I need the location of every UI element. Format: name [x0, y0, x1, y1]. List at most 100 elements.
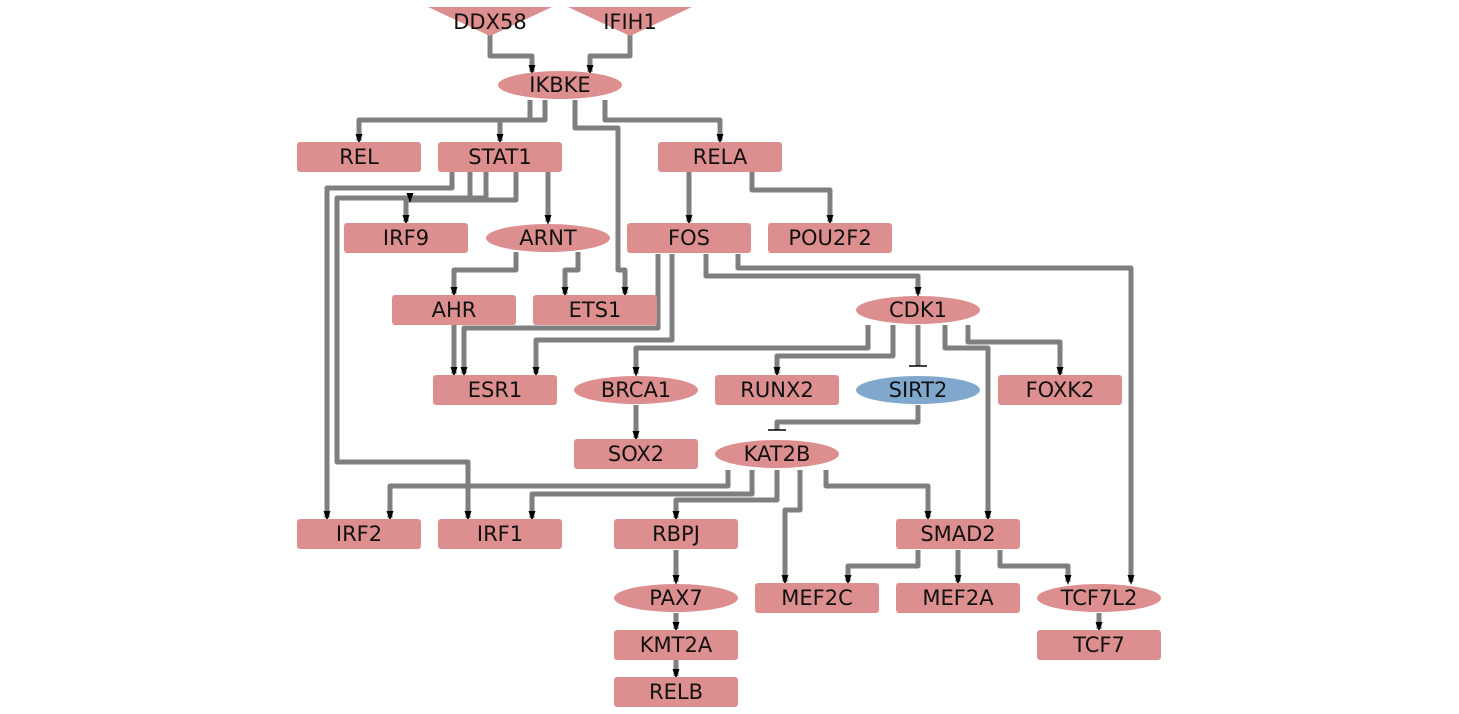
node-ifih1[interactable]: IFIH1: [568, 7, 692, 36]
node-kat2b[interactable]: KAT2B: [715, 440, 839, 468]
node-tcf7-label: TCF7: [1072, 633, 1125, 657]
node-relb-label: RELB: [649, 680, 703, 704]
edge-fos-to-esr1-alt-arrowhead: [532, 367, 540, 377]
edge-rela-to-pou2f2: [749, 172, 833, 222]
edge-ikbke-to-stat1-arrowhead: [496, 134, 504, 144]
node-rela[interactable]: RELA: [658, 142, 782, 172]
node-rel[interactable]: REL: [297, 142, 421, 172]
node-foxk2-label: FOXK2: [1026, 378, 1095, 402]
edge-kat2b-to-irf1: [529, 470, 755, 518]
node-rela-label: RELA: [693, 145, 748, 169]
edge-kat2b-to-irf2-arrowhead: [386, 511, 394, 521]
node-kmt2a[interactable]: KMT2A: [614, 630, 738, 660]
node-ets1-label: ETS1: [569, 298, 622, 322]
edge-ikbke-to-ets1: [572, 100, 628, 294]
edge-cdk1-to-runx2-arrowhead: [773, 367, 781, 377]
node-kat2b-shape: [715, 440, 839, 468]
node-smad2-label: SMAD2: [920, 522, 995, 546]
edge-kat2b-to-mef2c: [782, 470, 803, 582]
node-arnt-shape: [486, 224, 610, 252]
edge-smad2-to-mef2a-arrowhead: [954, 575, 962, 585]
edge-ifih1-to-ikbke-arrowhead: [586, 65, 594, 75]
node-cdk1[interactable]: CDK1: [856, 296, 980, 324]
edge-smad2-to-mef2c: [845, 550, 921, 582]
edge-ahr-to-esr1-arrowhead: [450, 367, 458, 377]
node-stat1[interactable]: STAT1: [438, 142, 562, 172]
node-pou2f2[interactable]: POU2F2: [768, 223, 892, 253]
node-pax7-label: PAX7: [649, 586, 702, 610]
edge-fos-to-cdk1: [703, 254, 921, 294]
node-rbpj[interactable]: RBPJ: [614, 519, 738, 549]
node-ddx58[interactable]: DDX58: [428, 7, 552, 36]
edge-kat2b-to-smad2-arrowhead: [924, 511, 932, 521]
node-ikbke-label: IKBKE: [529, 73, 590, 97]
node-esr1[interactable]: ESR1: [433, 375, 557, 405]
edge-stat1-to-irf1-alt: [410, 172, 519, 203]
edge-kat2b-to-rbpj-arrowhead: [672, 511, 680, 521]
node-fos[interactable]: FOS: [627, 223, 751, 253]
node-mef2a-label: MEF2A: [922, 586, 994, 610]
node-irf9-shape: [344, 223, 468, 253]
edge-stat1-to-irf1-alt-arrowhead: [406, 193, 414, 203]
edge-ddx58-to-ikbke-arrowhead: [528, 65, 536, 75]
node-sox2[interactable]: SOX2: [574, 439, 698, 469]
edge-stat1-to-arnt-arrowhead: [544, 215, 552, 225]
node-mef2a[interactable]: MEF2A: [896, 583, 1020, 613]
edge-smad2-to-tcf7l2-arrowhead: [1064, 575, 1072, 585]
node-smad2-shape: [896, 519, 1020, 549]
node-irf1-label: IRF1: [477, 522, 523, 546]
edge-cdk1-to-foxk2-arrowhead: [1056, 367, 1064, 377]
node-mef2c[interactable]: MEF2C: [755, 583, 879, 613]
edge-tcf7l2-to-tcf7-arrowhead: [1095, 622, 1103, 632]
edge-cdk1-to-brca1: [633, 325, 871, 374]
node-ifih1-shape: [568, 7, 692, 36]
node-ddx58-label: DDX58: [453, 10, 526, 34]
node-tcf7l2[interactable]: TCF7L2: [1037, 584, 1161, 612]
edge-kat2b-to-irf1-arrowhead: [528, 511, 536, 521]
node-brca1-label: BRCA1: [601, 378, 671, 402]
node-sirt2[interactable]: SIRT2: [856, 376, 980, 404]
edge-arnt-to-ahr: [451, 252, 519, 294]
node-irf2[interactable]: IRF2: [297, 519, 421, 549]
edge-cdk1-to-smad2-arrowhead: [984, 511, 992, 521]
edge-arnt-to-ets1-arrowhead: [561, 287, 569, 297]
node-ets1[interactable]: ETS1: [533, 295, 657, 325]
node-tcf7l2-shape: [1037, 584, 1161, 612]
node-tcf7[interactable]: TCF7: [1037, 630, 1161, 660]
edge-fos-to-esr1: [461, 254, 661, 374]
node-runx2-label: RUNX2: [740, 378, 813, 402]
edge-fos-to-esr1-alt: [533, 254, 675, 374]
edge-arnt-to-ets1: [562, 252, 581, 294]
edge-kmt2a-to-relb-arrowhead: [672, 669, 680, 679]
node-ikbke[interactable]: IKBKE: [498, 71, 622, 99]
node-irf9[interactable]: IRF9: [344, 223, 468, 253]
node-brca1[interactable]: BRCA1: [574, 376, 698, 404]
node-sirt2-label: SIRT2: [889, 378, 948, 402]
node-foxk2[interactable]: FOXK2: [998, 375, 1122, 405]
node-irf2-shape: [297, 519, 421, 549]
node-runx2[interactable]: RUNX2: [715, 375, 839, 405]
edge-fos-to-esr1-arrowhead: [460, 367, 468, 377]
node-arnt-label: ARNT: [519, 226, 577, 250]
node-cdk1-shape: [856, 296, 980, 324]
node-rel-shape: [297, 142, 421, 172]
node-arnt[interactable]: ARNT: [486, 224, 610, 252]
edge-stat1-to-irf2: [324, 172, 455, 518]
node-pou2f2-label: POU2F2: [788, 226, 871, 250]
node-rela-shape: [658, 142, 782, 172]
node-ahr-label: AHR: [432, 298, 477, 322]
node-relb[interactable]: RELB: [614, 677, 738, 707]
node-irf1-shape: [438, 519, 562, 549]
node-smad2[interactable]: SMAD2: [896, 519, 1020, 549]
edge-rela-to-fos-arrowhead: [685, 215, 693, 225]
node-ifih1-label: IFIH1: [603, 10, 657, 34]
node-fos-shape: [627, 223, 751, 253]
node-rel-label: REL: [339, 145, 379, 169]
node-pax7[interactable]: PAX7: [614, 584, 738, 612]
node-layer: DDX58 IFIH1 IKBKE REL STAT1 RELA IRF9 ARNT FOS PO…: [297, 7, 1161, 707]
edge-kat2b-to-rbpj: [673, 470, 780, 518]
edge-stat1-to-irf1-arrowhead: [464, 511, 472, 521]
node-esr1-label: ESR1: [468, 378, 523, 402]
node-irf1[interactable]: IRF1: [438, 519, 562, 549]
node-ahr[interactable]: AHR: [392, 295, 516, 325]
